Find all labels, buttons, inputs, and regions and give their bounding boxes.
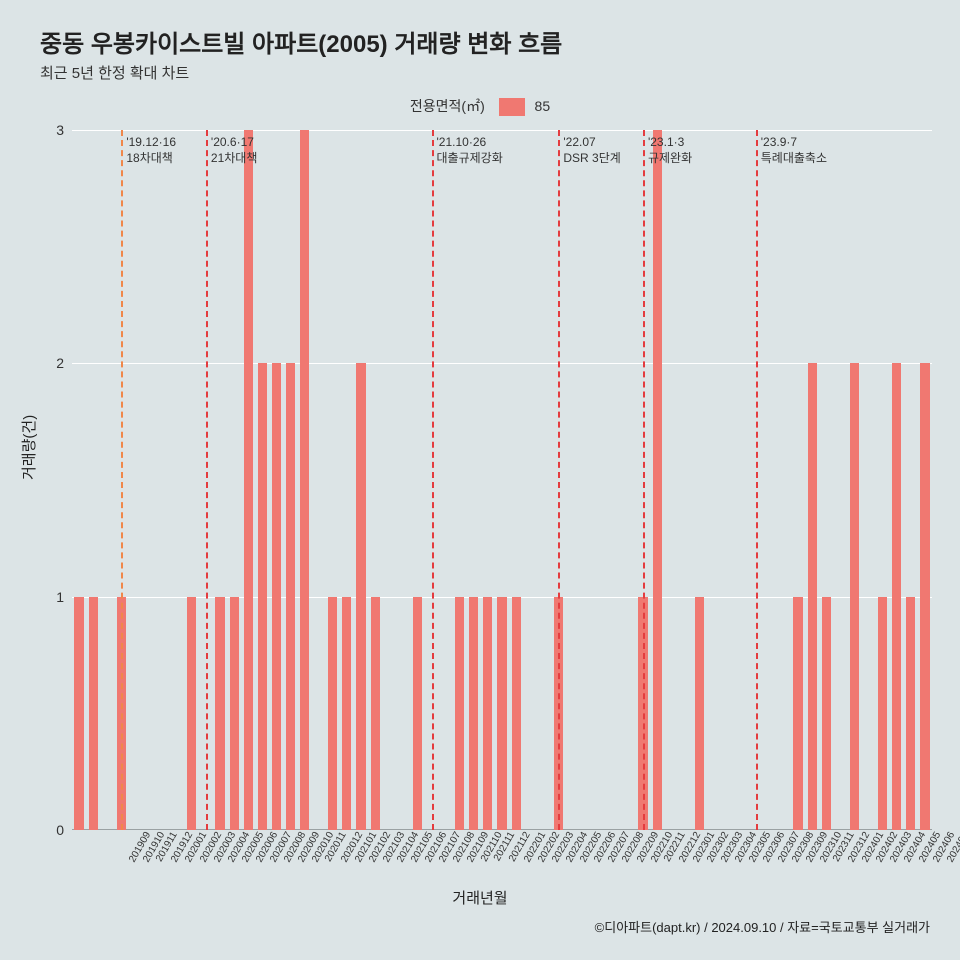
- bar: [850, 363, 859, 830]
- chart-area: '19.12·1618차대책 '20.6·1721차대책 '21.10·26대출규제…: [72, 130, 932, 830]
- gridline: [72, 363, 932, 364]
- chart-title: 중동 우봉카이스트빌 아파트(2005) 거래량 변화 흐름: [40, 24, 562, 59]
- bar: [469, 597, 478, 830]
- policy-line: [432, 130, 434, 830]
- policy-line: [756, 130, 758, 830]
- y-tick-label: 3: [56, 122, 64, 138]
- bar: [808, 363, 817, 830]
- bar: [822, 597, 831, 830]
- gridline: [72, 130, 932, 131]
- bar: [187, 597, 196, 830]
- bar: [455, 597, 464, 830]
- legend-swatch: [499, 98, 525, 116]
- policy-annotation: '23.1·3규제완화: [648, 134, 692, 166]
- legend-label: 전용면적(㎡): [410, 98, 485, 114]
- bar: [906, 597, 915, 830]
- policy-line: [121, 130, 123, 830]
- policy-annotation: '21.10·26대출규제강화: [437, 134, 503, 166]
- bar: [892, 363, 901, 830]
- bar: [483, 597, 492, 830]
- legend: 전용면적(㎡) 85: [0, 96, 960, 116]
- bar: [342, 597, 351, 830]
- y-tick-label: 1: [56, 589, 64, 605]
- bar: [300, 130, 309, 830]
- chart-subtitle: 최근 5년 한정 확대 차트: [40, 62, 189, 83]
- bar: [371, 597, 380, 830]
- policy-annotation: '22.07DSR 3단계: [563, 134, 620, 166]
- bar: [272, 363, 281, 830]
- bar: [230, 597, 239, 830]
- bar: [413, 597, 422, 830]
- policy-annotation: '23.9·7특례대출축소: [761, 134, 827, 166]
- plot-area: '19.12·1618차대책 '20.6·1721차대책 '21.10·26대출규제…: [72, 130, 932, 830]
- policy-line: [558, 130, 560, 830]
- policy-annotation: '20.6·1721차대책: [211, 134, 257, 166]
- policy-line: [206, 130, 208, 830]
- bar: [356, 363, 365, 830]
- policy-annotation: '19.12·1618차대책: [126, 134, 176, 166]
- bar: [215, 597, 224, 830]
- bar: [328, 597, 337, 830]
- credit-line: ©디아파트(dapt.kr) / 2024.09.10 / 자료=국토교통부 실…: [595, 917, 930, 936]
- legend-series-label: 85: [535, 98, 551, 114]
- x-axis-label: 거래년월: [0, 887, 960, 908]
- bar: [497, 597, 506, 830]
- bar: [920, 363, 929, 830]
- bar: [244, 130, 253, 830]
- bar: [653, 130, 662, 830]
- bar: [286, 363, 295, 830]
- bar: [512, 597, 521, 830]
- bar: [695, 597, 704, 830]
- bar: [793, 597, 802, 830]
- y-tick-label: 0: [56, 822, 64, 838]
- bar: [89, 597, 98, 830]
- y-tick-label: 2: [56, 355, 64, 371]
- y-axis-label: 거래량(건): [18, 415, 39, 480]
- bar: [878, 597, 887, 830]
- bar: [74, 597, 83, 830]
- bar: [258, 363, 267, 830]
- policy-line: [643, 130, 645, 830]
